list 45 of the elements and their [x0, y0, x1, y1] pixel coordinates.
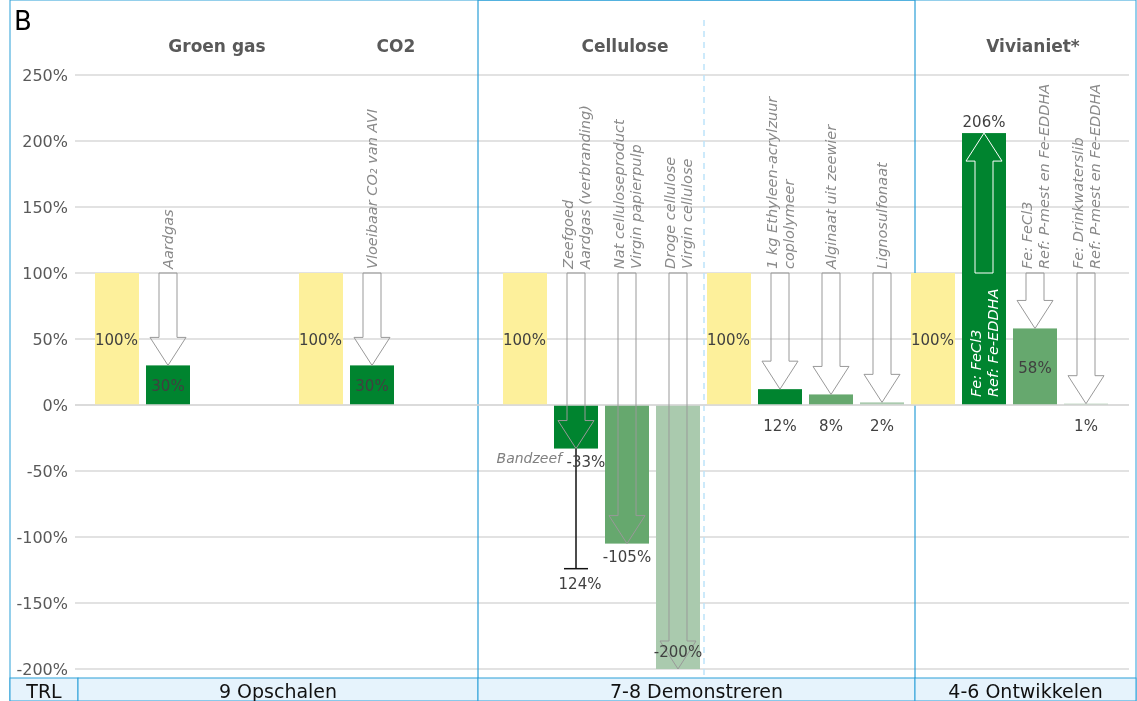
- y-tick-label: 0%: [42, 396, 68, 415]
- x-tick-label: 1 kg Ethyleen-acrylzuur coplolymeer: [763, 95, 797, 269]
- text: 7-8 Demonstreren: [609, 680, 784, 701]
- data-label: 30%: [355, 377, 389, 396]
- x-tick-label: Vloeibaar CO₂ van AVI: [364, 109, 380, 269]
- text: Groen gas: [168, 36, 266, 56]
- data-label: 58%: [1018, 358, 1052, 377]
- data-label: 2%: [870, 417, 894, 435]
- y-tick-label: -50%: [26, 462, 68, 481]
- text: 4-6 Ontwikkelen: [948, 680, 1103, 701]
- y-tick-label: 50%: [32, 330, 68, 349]
- x-tick-label: Droge cellulose Virgin cellulose: [661, 156, 695, 269]
- y-tick-label: -200%: [16, 660, 68, 679]
- y-tick-label: 250%: [22, 66, 68, 85]
- x-tick-label: Nat celluloseproduct Virgin papierpulp: [610, 118, 644, 269]
- annotation: 124%: [558, 574, 602, 593]
- x-tick-label: Fe: FeCl3 Ref: Fe-EDDHA: [967, 288, 1001, 397]
- y-tick-label: 150%: [22, 198, 68, 217]
- data-label: 100%: [707, 331, 750, 349]
- x-tick-label: Lignosulfonaat: [874, 160, 890, 269]
- data-label: 100%: [95, 331, 138, 349]
- data-label: 206%: [962, 113, 1006, 132]
- text: CO2: [376, 36, 416, 56]
- text: Vivianiet*: [986, 36, 1080, 56]
- text: Cellulose: [581, 36, 669, 56]
- text: TRL: [25, 680, 63, 701]
- x-tick-label: Fe: FeCl3 Ref: P-mest en Fe-EDDHA: [1018, 83, 1052, 269]
- data-label: 30%: [151, 377, 185, 396]
- y-tick-label: 100%: [22, 264, 68, 283]
- chart-title: B: [14, 6, 32, 36]
- x-tick-label: Fe: Drinkwaterslib Ref: P-mest en Fe-EDDHA: [1069, 83, 1103, 269]
- y-tick-label: -100%: [16, 528, 68, 547]
- data-label: 100%: [299, 331, 342, 349]
- data-label: 100%: [911, 331, 954, 349]
- x-tick-label: Alginaat uit zeewier: [823, 123, 839, 270]
- data-label: 1%: [1074, 417, 1098, 435]
- data-label: 100%: [503, 331, 546, 349]
- data-label: 8%: [819, 417, 843, 435]
- y-tick-label: 200%: [22, 132, 68, 151]
- data-label: 12%: [763, 417, 797, 435]
- x-tick-label: Zeefgoed Aardgas (verbranding): [559, 105, 593, 270]
- annotation: Bandzeef: [496, 449, 565, 466]
- y-tick-label: -150%: [16, 594, 68, 613]
- data-label: -105%: [602, 547, 652, 566]
- x-tick-label: Aardgas: [160, 208, 176, 270]
